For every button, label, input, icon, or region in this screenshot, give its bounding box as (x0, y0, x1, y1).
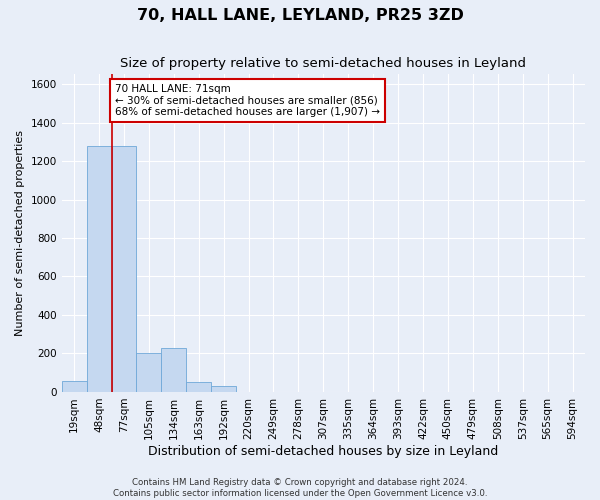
Text: Contains HM Land Registry data © Crown copyright and database right 2024.
Contai: Contains HM Land Registry data © Crown c… (113, 478, 487, 498)
Bar (186, 382, 211, 392)
Bar (136, 354, 161, 392)
Text: 70 HALL LANE: 71sqm
← 30% of semi-detached houses are smaller (856)
68% of semi-: 70 HALL LANE: 71sqm ← 30% of semi-detach… (115, 84, 380, 117)
Bar (112, 146, 136, 392)
X-axis label: Distribution of semi-detached houses by size in Leyland: Distribution of semi-detached houses by … (148, 444, 499, 458)
Bar (62, 382, 86, 392)
Bar (211, 386, 236, 392)
Bar (161, 348, 186, 392)
Y-axis label: Number of semi-detached properties: Number of semi-detached properties (15, 130, 25, 336)
Text: 70, HALL LANE, LEYLAND, PR25 3ZD: 70, HALL LANE, LEYLAND, PR25 3ZD (137, 8, 463, 22)
Title: Size of property relative to semi-detached houses in Leyland: Size of property relative to semi-detach… (121, 58, 526, 70)
Bar (86, 146, 112, 392)
